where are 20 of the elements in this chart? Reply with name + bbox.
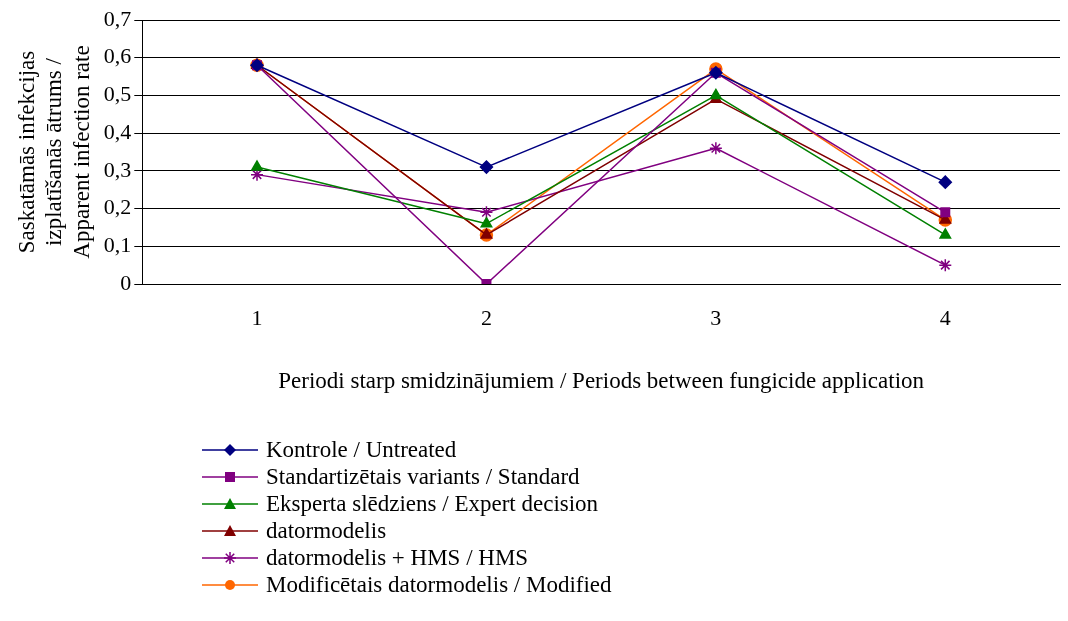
legend-label: Standartizētais variants / Standard — [266, 463, 580, 490]
legend-label: datormodelis — [266, 517, 387, 544]
legend-label: Eksperta slēdziens / Expert decision — [266, 490, 599, 517]
legend-label: Modificētais datormodelis / Modified — [266, 571, 612, 598]
y-tick-label: 0,7 — [103, 5, 132, 31]
y-tick-label: 0,3 — [103, 156, 132, 182]
legend-label: Kontrole / Untreated — [266, 436, 457, 463]
x-tick-label: 4 — [939, 304, 951, 330]
x-tick-label: 1 — [251, 304, 263, 330]
y-tick-label: 0,5 — [103, 81, 132, 107]
y-tick-label: 0,4 — [103, 118, 132, 144]
x-tick-label: 2 — [480, 304, 492, 330]
x-tick-label: 3 — [710, 304, 722, 330]
y-tick-label: 0,1 — [103, 232, 132, 258]
y-tick-label: 0,6 — [103, 43, 132, 69]
legend-label: datormodelis + HMS / HMS — [266, 544, 529, 571]
x-axis-title: Periodi starp smidzinājumiem / Periods between fungicide application — [278, 368, 925, 394]
y-axis-title: Saskatāmās infekcijas izplatīšanās ātrums / Apparent infection rate — [13, 45, 95, 259]
y-tick-label: 0,2 — [103, 194, 132, 220]
y-tick-label: 0 — [120, 269, 132, 295]
